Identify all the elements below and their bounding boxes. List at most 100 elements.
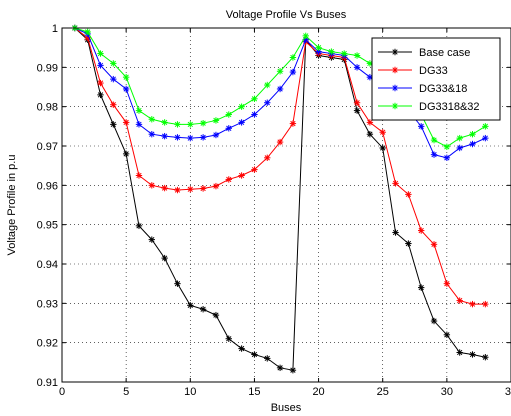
x-tick-label: 0 (59, 386, 65, 398)
legend-marker-dg33 (391, 66, 399, 74)
legend-label-dg33: DG33 (419, 65, 448, 77)
data-point-base-case (392, 229, 399, 236)
y-tick-label: 0.94 (37, 259, 58, 271)
data-point-base-case (405, 240, 412, 247)
data-point-dg33 (225, 176, 232, 183)
data-point-dg33-18 (225, 125, 232, 132)
x-tick-label: 10 (184, 386, 196, 398)
legend-label-dg33-18: DG33&18 (419, 83, 467, 95)
data-point-dg3318-32 (251, 95, 258, 102)
data-point-dg3318-32 (187, 121, 194, 128)
data-point-dg3318-32 (135, 107, 143, 114)
legend: Base case DG33 DG33&18 DG3318&32 (371, 37, 501, 121)
data-point-base-case (264, 355, 271, 362)
plot-area-border (61, 27, 511, 383)
data-point-base-case (148, 236, 155, 243)
data-point-dg3318-32 (353, 52, 361, 59)
x-tick-label: 15 (248, 386, 260, 398)
data-point-dg33-18 (289, 68, 297, 76)
data-point-dg3318-32 (315, 44, 322, 51)
data-point-base-case (366, 131, 374, 138)
data-point-base-case (276, 364, 284, 372)
x-tick-label: 35 (505, 386, 511, 398)
data-point-dg3318-32 (225, 111, 232, 118)
y-axis-label: Voltage Profile in p.u (6, 155, 18, 256)
data-point-dg3318-32 (148, 116, 155, 123)
y-tick-label: 0.96 (37, 180, 58, 192)
data-point-dg33 (469, 300, 476, 308)
data-point-dg33-18 (264, 99, 271, 106)
data-point-dg3318-32 (161, 119, 168, 126)
data-point-dg3318-32 (212, 117, 220, 124)
data-point-dg33 (187, 186, 194, 193)
data-point-dg33-18 (418, 123, 425, 130)
data-point-dg33 (122, 119, 130, 126)
x-axis-label: Buses (271, 402, 302, 414)
data-point-base-case (238, 345, 245, 352)
data-point-dg33 (456, 297, 463, 304)
y-tick-label: 0.98 (37, 102, 58, 114)
data-point-dg33 (366, 119, 374, 126)
data-point-base-case (187, 302, 194, 309)
legend-marker-dg33-18 (391, 84, 399, 92)
data-point-base-case (122, 150, 130, 158)
data-point-dg3318-32 (430, 136, 438, 144)
data-point-dg3318-32 (122, 73, 130, 81)
data-point-dg33 (405, 191, 412, 198)
data-point-dg33 (97, 79, 104, 87)
data-point-dg33-18 (212, 131, 220, 139)
y-tick-label: 0.97 (37, 141, 58, 153)
data-point-dg33 (379, 129, 386, 136)
data-point-dg3318-32 (97, 50, 104, 57)
data-point-dg3318-32 (443, 143, 451, 150)
data-point-dg33-18 (251, 111, 258, 118)
data-point-dg3318-32 (110, 60, 117, 67)
data-point-base-case (482, 354, 489, 361)
y-tick-label: 0.92 (37, 338, 58, 350)
data-point-base-case (456, 349, 463, 356)
data-point-base-case (161, 254, 168, 262)
data-point-dg33 (161, 184, 168, 192)
data-point-dg3318-32 (341, 50, 348, 57)
data-point-dg3318-32 (328, 48, 335, 55)
legend-marker-dg3318-32 (391, 102, 399, 110)
y-tick-label: 0.91 (37, 377, 58, 389)
data-point-dg33 (482, 300, 489, 308)
data-point-dg33 (430, 241, 438, 248)
data-point-dg33 (199, 185, 207, 192)
y-tick-label: 1 (52, 23, 58, 35)
data-point-base-case (353, 107, 361, 114)
data-point-dg33-18 (148, 131, 155, 138)
chart-title: Voltage Profile Vs Buses (226, 9, 347, 21)
data-point-dg33-18 (456, 144, 463, 152)
data-point-base-case (110, 121, 117, 128)
data-point-dg33-18 (135, 121, 143, 128)
data-point-dg3318-32 (366, 60, 374, 67)
data-point-dg3318-32 (238, 103, 245, 110)
data-point-dg33 (110, 101, 117, 108)
data-point-dg33-18 (110, 75, 117, 83)
x-tick-label: 25 (377, 386, 389, 398)
data-point-dg3318-32 (199, 119, 207, 127)
x-tick-label: 20 (312, 386, 324, 398)
x-tick-label: 5 (123, 386, 129, 398)
data-point-dg3318-32 (456, 134, 463, 142)
data-point-dg3318-32 (469, 131, 476, 138)
data-point-base-case (443, 331, 451, 338)
y-tick-label: 0.95 (37, 220, 58, 232)
axis-ticks: 0 5 10 15 20 25 30 35 0.91 0.92 0.93 0.94 0.95 0.96 0.… (37, 23, 511, 398)
data-point-dg33-18 (482, 134, 489, 142)
data-point-base-case (430, 317, 438, 325)
data-point-dg33 (289, 120, 297, 127)
data-point-dg3318-32 (174, 121, 181, 128)
data-point-dg33 (174, 186, 181, 194)
data-point-dg33-18 (199, 134, 207, 141)
data-point-dg33-18 (122, 85, 130, 93)
data-point-base-case (379, 144, 386, 152)
data-point-base-case (225, 335, 232, 342)
data-point-dg33-18 (353, 64, 361, 71)
legend-label-base-case: Base case (419, 47, 470, 59)
data-point-dg3318-32 (289, 54, 297, 61)
data-point-base-case (135, 222, 143, 230)
